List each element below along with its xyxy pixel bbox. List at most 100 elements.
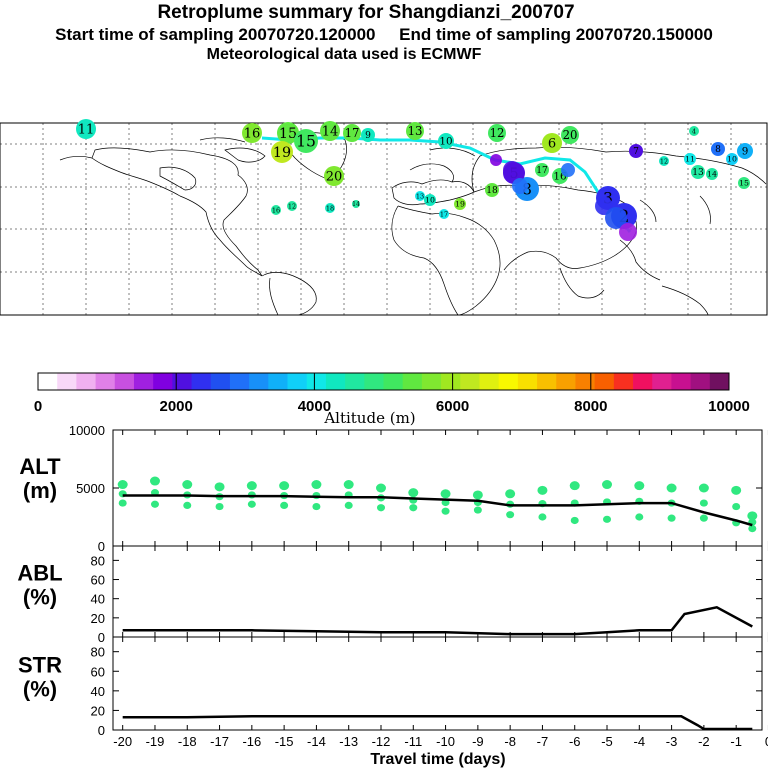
colorbar-cell — [690, 373, 711, 390]
centroid-marker: 15 — [277, 122, 299, 144]
plume-core-marker — [619, 223, 637, 241]
centroid-marker: 6 — [542, 133, 562, 153]
x-tick-label: -2 — [698, 734, 710, 749]
colorbar-cell — [249, 373, 269, 390]
colorbar-cell — [172, 373, 192, 390]
altitude-point — [376, 504, 385, 512]
centroid-label: 12 — [660, 157, 668, 165]
centroid-circle — [415, 191, 425, 201]
altitude-point — [698, 483, 709, 493]
altitude-point — [731, 485, 742, 495]
centroid-circle — [542, 133, 562, 153]
centroid-circle — [706, 168, 718, 180]
colorbar-cell — [383, 373, 404, 390]
centroid-marker: 19 — [454, 198, 466, 210]
altitude-point — [441, 507, 450, 515]
colorbar-cell — [594, 373, 615, 390]
y-axis-label: STR — [18, 652, 62, 677]
centroid-label: 4 — [692, 127, 696, 135]
x-tick-label: -18 — [178, 734, 197, 749]
centroid-label: 13 — [408, 124, 423, 138]
series-line-abl — [122, 605, 753, 636]
centroid-marker: 18 — [485, 183, 499, 197]
x-tick-label: -10 — [436, 734, 455, 749]
colorbar-tick-label: 6000 — [436, 398, 469, 415]
centroid-circle — [277, 122, 299, 144]
centroid-marker: 12 — [287, 201, 297, 211]
colorbar-cell — [517, 373, 538, 390]
altitude-point — [150, 500, 159, 508]
altitude-point — [214, 482, 225, 492]
colorbar-cell — [402, 373, 423, 390]
x-tick-label: -6 — [569, 734, 581, 749]
altitude-point — [375, 483, 386, 493]
centroid-label: 7 — [633, 147, 639, 157]
colorbar-cell — [498, 373, 519, 390]
centroid-label: 15 — [296, 132, 316, 150]
plume-core-marker — [605, 207, 627, 229]
y-tick-label: 40 — [91, 684, 105, 699]
centroid-circle — [711, 142, 725, 156]
altitude-point — [247, 500, 256, 508]
colorbar-tick-label: 10000 — [708, 398, 750, 415]
centroid-circle — [691, 165, 705, 179]
altitude-point — [505, 489, 516, 499]
centroid-label: 20 — [563, 128, 578, 142]
altitude-point — [748, 525, 757, 533]
centroid-marker: 10 — [726, 153, 738, 165]
chart-title: Retroplume summary for Shangdianzi_20070… — [157, 2, 575, 23]
centroid-marker: 10 — [424, 194, 436, 206]
altitude-point — [311, 480, 322, 490]
altitude-point — [117, 480, 128, 490]
centroid-circle — [438, 133, 454, 149]
centroid-label: 20 — [326, 170, 343, 185]
centroid-circle — [726, 153, 738, 165]
centroid-marker: 13 — [415, 191, 425, 201]
altitude-point — [506, 511, 515, 519]
centroid-marker: 8 — [711, 142, 725, 156]
x-tick-label: -17 — [210, 734, 229, 749]
centroid-circle — [535, 163, 549, 177]
centroid-label: 12 — [490, 126, 505, 140]
colorbar-cell — [306, 373, 327, 390]
centroid-label: 18 — [486, 186, 498, 196]
centroid-label: 15 — [279, 126, 297, 142]
colorbar-cell — [38, 373, 58, 390]
centroid-marker: 15 — [294, 129, 318, 153]
altitude-point — [280, 501, 289, 509]
centroid-label: 9 — [742, 146, 749, 158]
centroid-circle — [684, 153, 696, 165]
centroid-marker: 7 — [629, 144, 643, 158]
x-tick-label: -11 — [404, 734, 422, 749]
x-tick-label: -20 — [113, 734, 132, 749]
y-tick-label: 60 — [91, 664, 105, 679]
centroid-circle — [325, 203, 335, 213]
colorbar-cell — [191, 373, 212, 390]
y-tick-label: 0 — [98, 723, 105, 738]
colorbar-tick-label: 0 — [34, 398, 42, 415]
panel-alt: 0 5000 10000 ALT(m) — [19, 423, 768, 554]
x-tick-label: -13 — [339, 734, 358, 749]
colorbar-cell — [421, 373, 442, 390]
centroid-label: 19 — [455, 200, 465, 209]
centroid-marker: 14 — [352, 200, 360, 208]
centroid-marker: 12 — [659, 156, 669, 166]
centroid-markers: 1116151514179131012862019202357489101112… — [76, 119, 753, 241]
centroid-marker: 14 — [320, 121, 340, 141]
centroid-marker: 11 — [684, 153, 696, 165]
x-tick-label: -12 — [372, 734, 391, 749]
centroid-label: 9 — [365, 131, 371, 141]
colorbar-cell — [633, 373, 653, 390]
altitude-point — [473, 506, 482, 514]
colorbar-cell — [133, 373, 154, 390]
x-tick-label: -4 — [634, 734, 646, 749]
centroid-label: 15 — [739, 179, 749, 188]
sampling-time-text: Start time of sampling 20070720.120000 E… — [55, 25, 713, 44]
y-tick-label: 60 — [91, 573, 105, 588]
centroid-label: 11 — [685, 155, 695, 164]
colorbar-tick-label: 4000 — [298, 398, 331, 415]
altitude-point — [312, 502, 321, 511]
altitude-point — [666, 483, 677, 493]
centroid-label: 8 — [715, 145, 721, 155]
y-axis-unit: (m) — [23, 478, 57, 503]
